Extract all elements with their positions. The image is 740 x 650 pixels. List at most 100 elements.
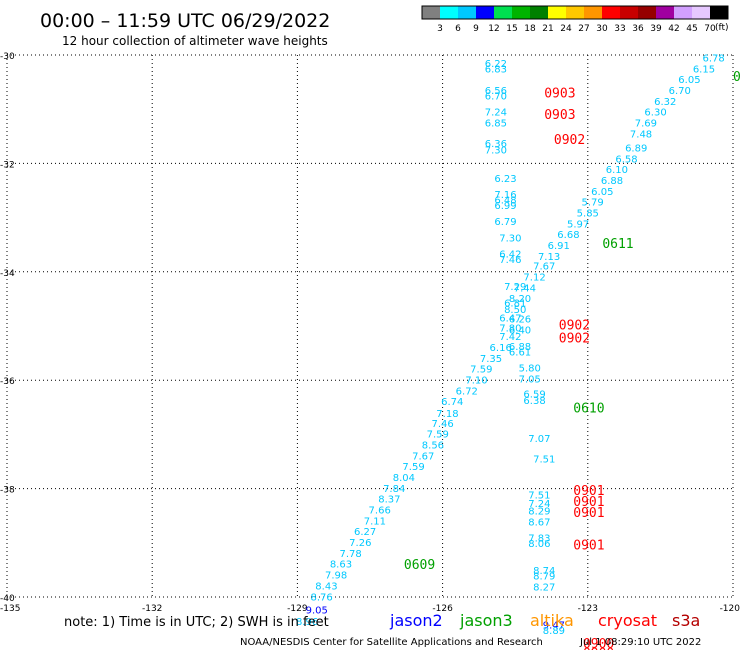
colorbar-unit: (ft) <box>715 23 729 33</box>
x-tick-label: -129 <box>287 604 308 614</box>
swh-value: 7.46 <box>499 255 521 266</box>
swh-value: 7.51 <box>533 455 555 466</box>
swh-value: 8.67 <box>528 517 550 528</box>
swh-value: 6.47 <box>499 314 521 325</box>
legend-jason3: jason3 <box>459 611 513 630</box>
swh-value: 7.59 <box>402 462 424 473</box>
swh-value: 6.99 <box>494 201 516 212</box>
swh-value: 5.79 <box>582 198 604 209</box>
colorbar-swatch <box>566 6 584 19</box>
swh-value: 7.83 <box>528 534 550 545</box>
x-tick-label: -132 <box>142 604 162 614</box>
swh-value: 6.26 <box>509 315 531 326</box>
y-axis-tick-labels: -30 -32 -34 -36 -38 -40 <box>0 52 15 604</box>
swh-value: 6.61 <box>509 347 531 358</box>
y-tick-label: -36 <box>0 377 15 387</box>
swh-value: 7.16 <box>494 190 516 201</box>
swh-value: 6.81 <box>504 298 526 309</box>
swh-value: 6.88 <box>601 176 623 187</box>
swh-value: 7.44 <box>514 283 536 294</box>
swh-value: 6.30 <box>644 108 666 119</box>
swh-value: 7.67 <box>412 451 434 462</box>
plot-grid <box>6 54 734 598</box>
pass-time-label: 0902 <box>559 318 590 333</box>
colorbar-label: 30 <box>596 24 608 34</box>
colorbar-label: 45 <box>686 24 697 34</box>
swh-value: 8.20 <box>509 294 531 305</box>
pass-time-label: 0609 <box>404 558 435 573</box>
swh-value: 7.98 <box>325 571 347 582</box>
swh-value: 7.78 <box>340 549 362 560</box>
swh-value: 7.11 <box>364 516 386 527</box>
colorbar-label: 15 <box>506 24 517 34</box>
x-tick-label: -135 <box>0 604 20 614</box>
swh-value: 8.79 <box>533 572 555 583</box>
colorbar-label: 9 <box>473 24 479 34</box>
swh-value: 8.63 <box>330 560 352 571</box>
x-axis-tick-labels: -135 -132 -129 -126 -123 -120 <box>0 604 740 614</box>
swh-value: 6.91 <box>548 241 570 252</box>
colorbar-swatch <box>548 6 566 19</box>
pass-time-label: 0612 <box>733 70 740 85</box>
footer-timestamp: Jul 1 08:29:10 UTC 2022 <box>579 637 701 648</box>
swh-value: 6.05 <box>591 187 613 198</box>
swh-value: 6.58 <box>615 154 637 165</box>
colorbar-swatch <box>422 6 440 19</box>
colorbar-swatch <box>656 6 674 19</box>
colorbar-swatch <box>476 6 494 19</box>
swh-value: 6.10 <box>606 165 628 176</box>
y-tick-label: -30 <box>0 52 15 62</box>
swh-value: 7.69 <box>635 119 657 130</box>
colorbar-label: 36 <box>632 24 644 34</box>
chart-title: 00:00 – 11:59 UTC 06/29/2022 <box>40 10 330 32</box>
swh-value: 7.13 <box>538 252 560 263</box>
swh-value: 6.70 <box>669 86 691 97</box>
swh-value: 6.05 <box>678 75 700 86</box>
x-tick-label: -123 <box>578 604 598 614</box>
colorbar-swatch <box>494 6 512 19</box>
y-tick-label: -38 <box>0 486 15 496</box>
swh-value: 8.89 <box>543 626 565 637</box>
swh-value: 7.30 <box>499 233 521 244</box>
pass-time-label: 0901 <box>573 484 604 499</box>
swh-value: 8.76 <box>310 592 332 603</box>
swh-value: 6.88 <box>509 342 531 353</box>
swh-value: 6.68 <box>557 230 579 241</box>
colorbar-label: 18 <box>524 24 536 34</box>
swh-value: 7.29 <box>504 282 526 293</box>
swh-value: 5.85 <box>577 209 599 220</box>
swh-value: 6.22 <box>485 59 507 70</box>
colorbar-swatch <box>710 6 728 19</box>
colorbar-swatch <box>440 6 458 19</box>
colorbar-label: 42 <box>668 24 679 34</box>
satellite-legend: jason2 jason3 altika cryosat s3a <box>389 611 700 630</box>
legend-jason2: jason2 <box>389 611 443 630</box>
swh-value: 7.80 <box>499 323 521 334</box>
swh-value: 6.40 <box>509 326 531 337</box>
pass-time-label: 0901 <box>573 495 604 510</box>
legend-s3a: s3a <box>672 611 700 630</box>
colorbar-label: 39 <box>650 24 662 34</box>
x-tick-label: -120 <box>720 604 740 614</box>
swh-value: 6.74 <box>441 397 463 408</box>
y-tick-label: -40 <box>0 594 15 604</box>
swh-value: 7.42 <box>499 332 521 343</box>
pass-time-label: 0900 <box>583 637 614 650</box>
swh-value: 6.79 <box>494 217 516 228</box>
colorbar-swatch <box>602 6 620 19</box>
legend-cryosat: cryosat <box>598 611 657 630</box>
swh-value: 7.35 <box>480 354 502 365</box>
x-tick-label: -126 <box>432 604 453 614</box>
swh-value: 6.27 <box>354 527 376 538</box>
swh-value: 6.36 <box>485 139 507 150</box>
colorbar-label: 3 <box>437 24 443 34</box>
swh-value: 7.05 <box>519 374 541 385</box>
swh-value: 7.07 <box>528 434 550 445</box>
swh-value: 8.74 <box>533 566 555 577</box>
swh-value: 6.59 <box>523 390 545 401</box>
pass-time-label: 0901 <box>573 538 604 553</box>
swh-value: 6.78 <box>703 54 725 65</box>
swh-value: 8.56 <box>422 440 444 451</box>
colorbar-label: 27 <box>578 24 589 34</box>
colorbar-swatch <box>512 6 530 19</box>
